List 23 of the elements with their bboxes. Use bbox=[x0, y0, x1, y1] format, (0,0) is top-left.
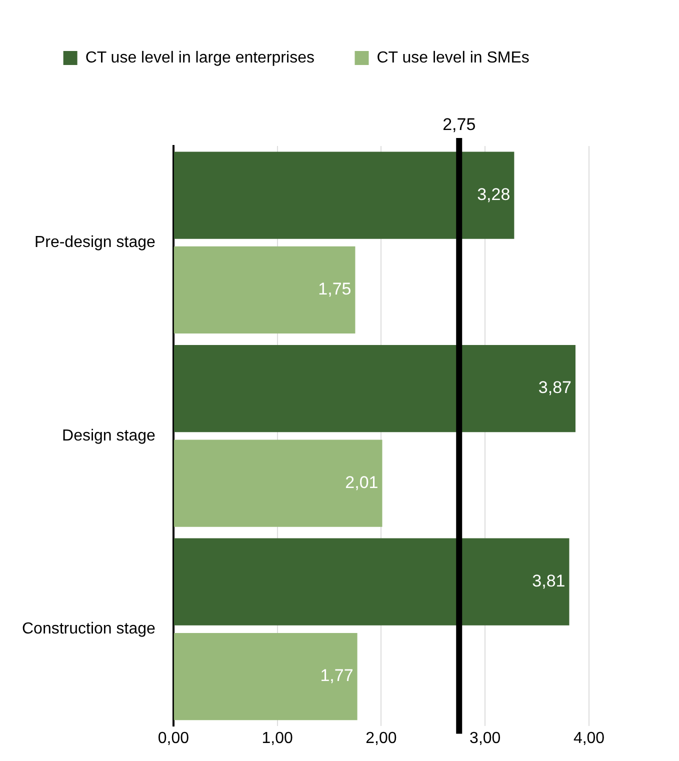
legend-label: CT use level in SMEs bbox=[376, 49, 530, 66]
data-label: 3,87 bbox=[538, 378, 572, 398]
legend-label: CT use level in large enterprises bbox=[85, 49, 314, 66]
x-tick-label: 1,00 bbox=[262, 730, 293, 747]
data-label: 1,77 bbox=[320, 666, 354, 686]
bar bbox=[174, 152, 514, 239]
y-tick-label: Pre-design stage bbox=[34, 234, 156, 252]
x-tick-label: 4,00 bbox=[573, 730, 605, 747]
data-label: 3,28 bbox=[477, 184, 510, 204]
bar bbox=[174, 344, 576, 432]
x-tick-label: 2,00 bbox=[366, 730, 397, 747]
x-tick-label: 3,00 bbox=[470, 730, 501, 747]
bar bbox=[174, 538, 570, 626]
ref-line-label: 2,75 bbox=[442, 115, 476, 134]
data-label: 3,81 bbox=[532, 572, 566, 591]
y-tick-label: Construction stage bbox=[22, 620, 156, 638]
bar bbox=[174, 246, 356, 334]
y-tick-label: Design stage bbox=[62, 427, 156, 444]
data-label: 2,01 bbox=[345, 472, 378, 492]
bar bbox=[174, 440, 382, 527]
data-label: 1,75 bbox=[318, 280, 352, 299]
x-tick-label: 0,00 bbox=[158, 730, 190, 747]
bar bbox=[174, 632, 358, 720]
